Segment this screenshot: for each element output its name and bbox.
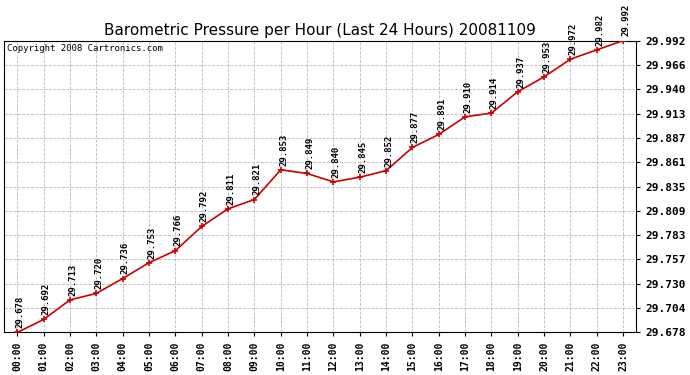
- Text: 29.877: 29.877: [411, 111, 420, 143]
- Text: 29.720: 29.720: [95, 257, 103, 289]
- Text: 29.972: 29.972: [569, 23, 578, 55]
- Title: Barometric Pressure per Hour (Last 24 Hours) 20081109: Barometric Pressure per Hour (Last 24 Ho…: [104, 23, 536, 38]
- Text: 29.736: 29.736: [121, 242, 130, 274]
- Text: 29.914: 29.914: [490, 76, 499, 109]
- Text: 29.692: 29.692: [42, 283, 51, 315]
- Text: 29.982: 29.982: [595, 13, 604, 46]
- Text: Copyright 2008 Cartronics.com: Copyright 2008 Cartronics.com: [8, 44, 164, 52]
- Text: 29.821: 29.821: [253, 163, 262, 195]
- Text: 29.678: 29.678: [16, 296, 25, 328]
- Text: 29.937: 29.937: [516, 55, 525, 87]
- Text: 29.766: 29.766: [174, 214, 183, 246]
- Text: 29.845: 29.845: [358, 141, 367, 173]
- Text: 29.852: 29.852: [384, 134, 393, 166]
- Text: 29.853: 29.853: [279, 134, 288, 166]
- Text: 29.953: 29.953: [542, 40, 551, 73]
- Text: 29.713: 29.713: [68, 264, 77, 296]
- Text: 29.840: 29.840: [332, 146, 341, 178]
- Text: 29.891: 29.891: [437, 98, 446, 130]
- Text: 29.811: 29.811: [226, 172, 235, 205]
- Text: 29.910: 29.910: [464, 80, 473, 112]
- Text: 29.792: 29.792: [200, 190, 209, 222]
- Text: 29.849: 29.849: [306, 137, 315, 170]
- Text: 29.753: 29.753: [147, 226, 157, 258]
- Text: 29.992: 29.992: [622, 4, 631, 36]
